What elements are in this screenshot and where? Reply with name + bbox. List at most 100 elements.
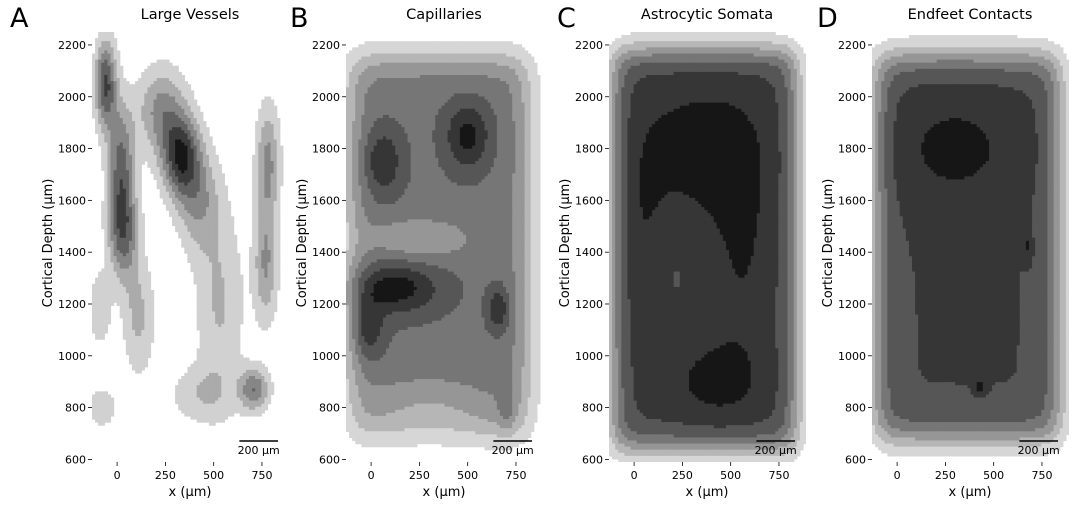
contour-cell xyxy=(466,59,470,64)
contour-cell xyxy=(175,400,179,405)
contour-cell xyxy=(413,50,418,55)
contour-cell xyxy=(178,173,182,177)
contour-cell xyxy=(270,299,275,303)
contour-cell xyxy=(435,62,439,67)
contour-cell xyxy=(110,139,115,144)
contour-cell xyxy=(156,87,161,91)
contour-cell xyxy=(218,415,222,420)
contour-cell xyxy=(419,65,424,70)
contour-cell xyxy=(218,268,222,273)
contour-cell xyxy=(199,296,204,300)
contour-cell xyxy=(208,274,213,279)
contour-cell xyxy=(178,124,182,128)
contour-cell xyxy=(178,148,182,153)
contour-cell xyxy=(128,179,133,184)
contour-cell xyxy=(104,44,108,48)
contour-cell xyxy=(264,207,269,211)
contour-cell xyxy=(116,145,121,150)
contour-cell xyxy=(481,44,486,48)
contour-cell xyxy=(215,299,219,303)
contour-cell xyxy=(208,360,213,365)
contour-cell xyxy=(165,78,170,82)
contour-cell xyxy=(144,293,149,297)
contour-cell xyxy=(261,124,265,128)
contour-cell xyxy=(95,75,99,79)
contour-cell xyxy=(107,65,112,70)
contour-cell xyxy=(104,161,108,165)
contour-cell xyxy=(490,53,495,58)
contour-cell xyxy=(215,293,219,297)
contour-cell xyxy=(202,188,207,193)
contour-cell xyxy=(221,336,225,340)
contour-cell xyxy=(270,210,275,214)
contour-cell xyxy=(224,363,229,368)
contour-cell xyxy=(104,216,108,220)
contour-cell xyxy=(92,311,96,316)
contour-cell xyxy=(135,124,139,128)
contour-cell xyxy=(190,412,195,417)
contour-cell xyxy=(181,139,185,144)
contour-cell xyxy=(212,234,216,239)
contour-cell xyxy=(258,259,262,263)
contour-cell xyxy=(122,296,127,300)
contour-cell xyxy=(202,133,207,138)
contour-cell xyxy=(110,403,115,408)
contour-cell xyxy=(104,71,108,76)
contour-cell xyxy=(199,173,204,177)
contour-cell xyxy=(258,409,262,414)
contour-cell xyxy=(205,308,210,313)
contour-cell xyxy=(193,197,198,202)
contour-cell xyxy=(441,65,446,70)
contour-cell xyxy=(258,314,262,319)
contour-cell xyxy=(132,173,136,177)
contour-cell xyxy=(261,382,265,386)
contour-cell xyxy=(255,234,259,239)
contour-cell xyxy=(264,167,269,171)
contour-cell xyxy=(199,412,204,417)
contour-cell xyxy=(395,53,399,58)
contour-cell xyxy=(101,161,105,165)
contour-cell xyxy=(264,277,269,282)
contour-cell xyxy=(104,87,108,91)
contour-cell xyxy=(119,68,124,73)
contour-cell xyxy=(116,280,121,285)
contour-cell xyxy=(230,305,235,310)
contour-cell xyxy=(116,173,121,177)
contour-cell xyxy=(98,326,102,331)
contour-cell xyxy=(181,121,185,125)
contour-cell xyxy=(125,305,130,310)
contour-cell xyxy=(364,44,369,48)
contour-cell xyxy=(187,148,192,153)
contour-cell xyxy=(153,154,158,159)
contour-cell xyxy=(270,388,275,392)
contour-cell xyxy=(104,114,108,119)
contour-cell xyxy=(107,154,112,159)
contour-cell xyxy=(236,286,241,291)
contour-cell xyxy=(193,194,198,199)
contour-cell xyxy=(172,139,176,144)
contour-cell xyxy=(233,354,238,359)
contour-cell xyxy=(190,200,195,205)
contour-cell xyxy=(122,277,127,282)
contour-cell xyxy=(398,44,403,48)
contour-cell xyxy=(125,121,130,125)
contour-cell xyxy=(190,99,195,104)
contour-cell xyxy=(273,124,278,128)
contour-cell xyxy=(401,41,406,45)
contour-cell xyxy=(135,286,139,291)
contour-cell xyxy=(506,41,510,45)
contour-cell xyxy=(255,400,259,405)
contour-cell xyxy=(125,243,130,248)
contour-cell xyxy=(101,47,105,52)
contour-cell xyxy=(484,44,489,48)
contour-cell xyxy=(205,376,210,380)
contour-cell xyxy=(469,53,473,58)
contour-cell xyxy=(248,400,253,405)
contour-cell xyxy=(205,154,210,159)
contour-cell xyxy=(441,44,446,48)
contour-cell xyxy=(138,323,142,328)
contour-cell xyxy=(255,161,259,165)
contour-cell xyxy=(156,75,161,79)
contour-cell xyxy=(252,372,256,377)
contour-cell xyxy=(165,90,170,95)
